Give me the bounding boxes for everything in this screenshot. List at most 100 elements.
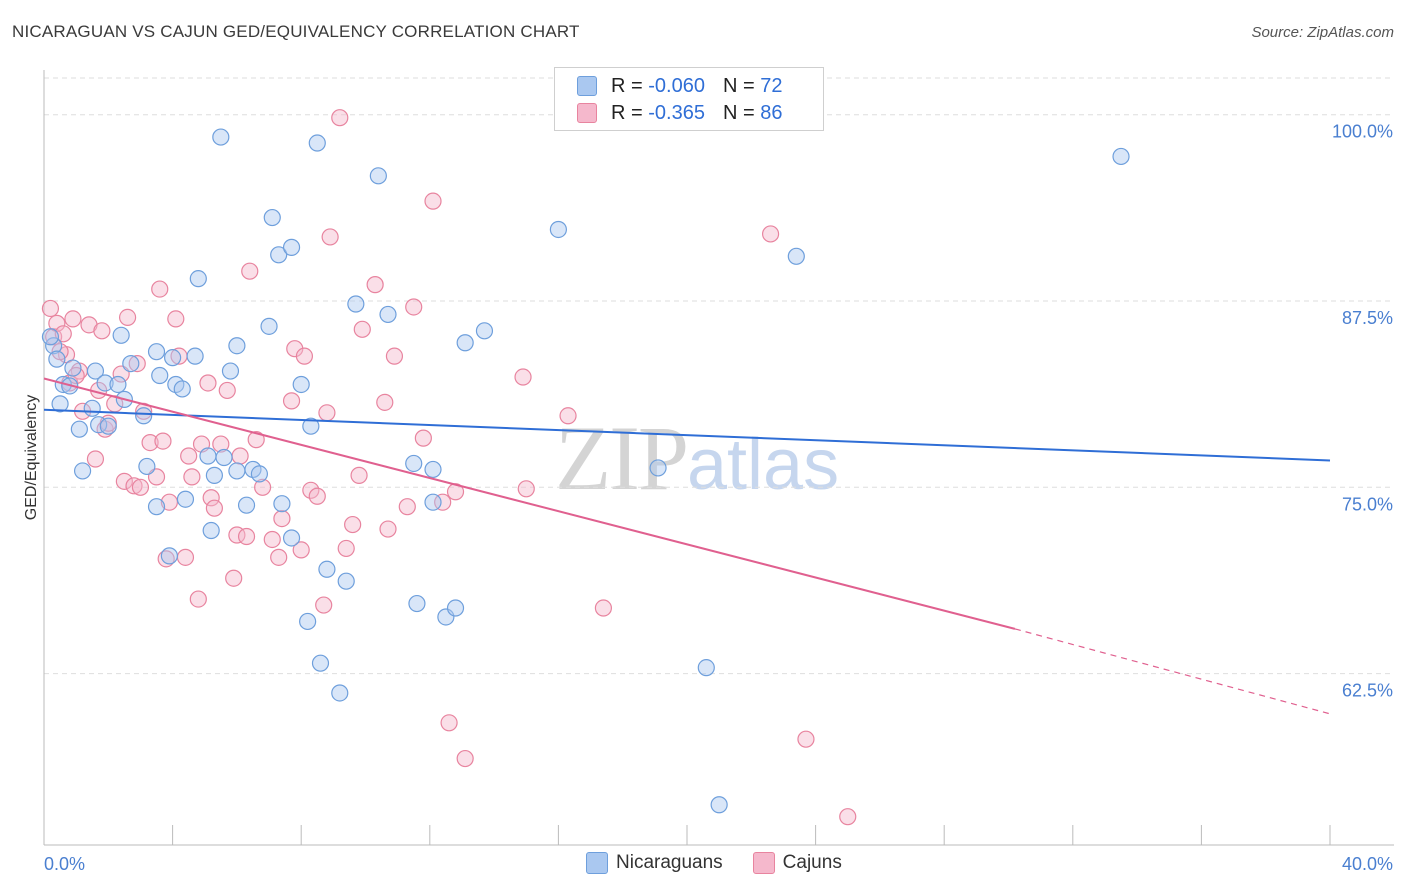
nicaraguan-point: [408, 594, 426, 613]
nicaraguan-point: [189, 270, 207, 288]
nicaraguan-point: [549, 220, 568, 239]
cajun-point: [254, 478, 272, 496]
series-legend: Nicaraguans Cajuns: [586, 852, 872, 874]
nicaraguan-point: [99, 417, 117, 435]
cajun-point: [225, 569, 243, 587]
cajun-point: [398, 498, 416, 516]
nicaraguan-point: [173, 380, 191, 398]
nicaraguan-point: [250, 465, 269, 483]
cajun-point: [761, 225, 780, 243]
cajun-point: [115, 472, 133, 490]
cajun-point: [86, 450, 105, 468]
nicaraguan-point: [160, 547, 178, 565]
pink-swatch: [752, 852, 775, 874]
nicaraguan-point: [215, 448, 233, 467]
cajun-point: [292, 541, 310, 559]
trend-lines: [43, 377, 1331, 715]
cajun-point: [282, 392, 301, 410]
cajun-point: [559, 407, 577, 425]
cajun-point: [424, 192, 442, 210]
cajun-point: [180, 447, 198, 465]
cajun-point: [183, 468, 201, 486]
cajun-point: [231, 447, 249, 465]
nicaraguan-point: [147, 343, 166, 361]
nicaraguan-point: [147, 498, 166, 516]
nicaraguan-point: [86, 362, 105, 380]
cajun-point: [331, 109, 349, 127]
cajun-point: [64, 310, 82, 328]
nicaraguan-point: [282, 529, 301, 547]
cajun-point: [839, 808, 857, 826]
nicaraguan-point: [48, 350, 66, 368]
nicaraguan-point: [405, 454, 423, 473]
nicaraguan-point: [112, 326, 130, 344]
cajun-point: [118, 308, 137, 327]
y-axis-label: GED/Equivalency: [23, 395, 40, 520]
nicaraguan-point: [273, 495, 291, 513]
nicaraguan-point: [456, 334, 474, 352]
axis-labels: 62.5% 75.0% 87.5% 100.0% 0.0% 40.0% GED/Equiva…: [23, 122, 1393, 874]
cajun-point: [295, 347, 314, 365]
cajun-point: [241, 262, 259, 280]
nicaraguan-point: [212, 128, 230, 146]
nicaraguan-point: [311, 654, 330, 672]
nicaraguan-point: [73, 462, 92, 480]
y-tick-label: 62.5%: [1342, 681, 1393, 701]
cajun-point: [237, 527, 256, 546]
cajun-point: [797, 730, 815, 748]
nicaraguan-point: [299, 612, 317, 631]
cajun-point: [54, 325, 72, 343]
nicaraguan-point: [228, 337, 246, 355]
cajun-point: [321, 228, 339, 246]
nicaraguan-point: [347, 295, 365, 313]
nicaraguan-point: [237, 496, 256, 514]
nicaraguan-point: [446, 599, 465, 617]
nicaraguan-point: [45, 337, 63, 355]
cajun-point: [93, 322, 111, 340]
y-tick-label: 87.5%: [1342, 308, 1393, 328]
blue-swatch: [586, 852, 608, 874]
pink-swatch: [577, 103, 597, 123]
nicaraguan-point: [70, 420, 88, 438]
cajun-point: [302, 481, 320, 499]
cajun-trend-line: [43, 377, 1016, 630]
cajun-point: [131, 478, 150, 496]
nicaraguan-point: [787, 247, 805, 265]
nicaraguan-point: [379, 305, 397, 324]
nicaraguan-point: [270, 246, 288, 264]
r-value: -0.365: [648, 101, 705, 124]
cajun-point: [366, 276, 384, 294]
cajun-point: [205, 499, 223, 517]
nicaraguan-point: [205, 466, 223, 484]
cajun-point: [247, 431, 265, 449]
nicaraguan-point: [51, 395, 69, 413]
nicaraguan-point: [199, 447, 217, 465]
cajun-point: [128, 355, 146, 373]
legend-item-nicaraguans: Nicaraguans: [586, 852, 723, 874]
nicaraguan-point: [164, 349, 182, 367]
watermark-zip: ZIP: [555, 407, 689, 509]
nicaraguan-point: [41, 328, 60, 346]
legend-label: Nicaraguans: [616, 852, 723, 873]
cajun-point: [154, 432, 172, 450]
cajun-point: [344, 515, 362, 534]
x-tick-label-min: 0.0%: [44, 854, 85, 874]
legend-item-cajuns: Cajuns: [752, 852, 842, 874]
nicaraguan-point: [308, 134, 326, 152]
nicaraguan-point: [64, 359, 82, 377]
nicaraguan-point: [475, 322, 494, 340]
n-value: 86: [760, 101, 783, 124]
cajun-point: [440, 714, 458, 732]
nicaraguan-point: [697, 659, 715, 677]
nicaraguan-point: [122, 355, 140, 373]
cajun-point: [414, 429, 432, 447]
source-label: Source: ZipAtlas.com: [1251, 24, 1394, 41]
cajun-point: [385, 347, 404, 365]
nicaraguan-point: [263, 208, 281, 227]
stats-legend: R = -0.060 N = 72 R = -0.365 N = 86: [554, 67, 824, 131]
nicaraguan-points: [41, 128, 1130, 814]
cajun-point: [353, 320, 371, 338]
nicaraguan-point: [176, 490, 195, 508]
cajun-point: [318, 404, 336, 422]
nicaraguan-point: [424, 460, 442, 479]
